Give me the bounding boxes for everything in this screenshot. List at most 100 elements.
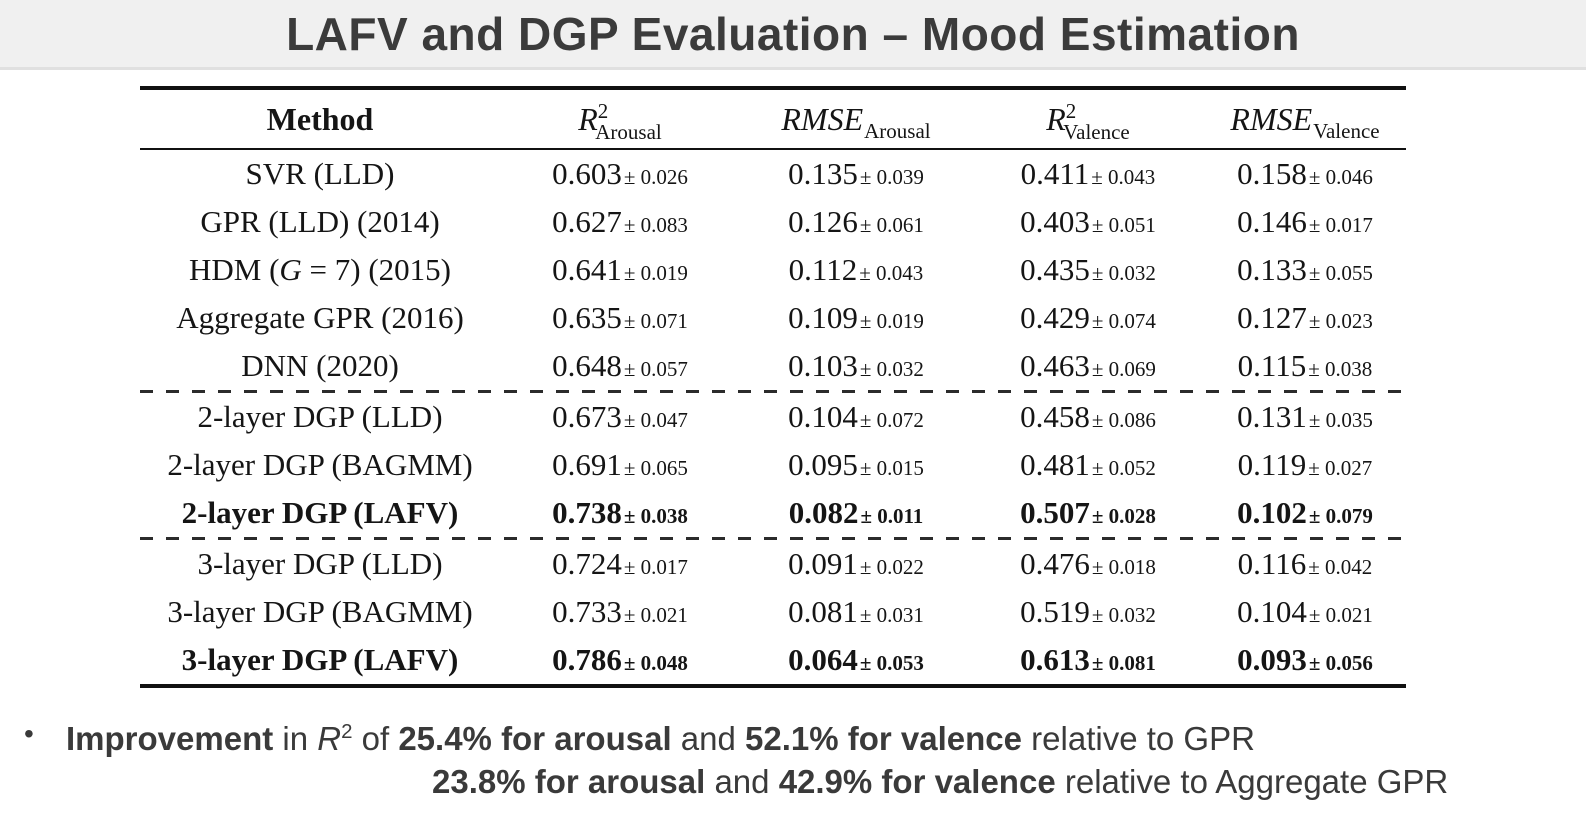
method-cell: 2-layer DGP (BAGMM): [140, 441, 500, 489]
value: 0.109: [788, 300, 858, 335]
plus-minus-std: ± 0.027: [1308, 456, 1373, 480]
subscript: Arousal: [864, 118, 931, 143]
value: 0.691: [552, 447, 622, 482]
value: 0.786: [552, 642, 622, 677]
value-cell: 0.104± 0.072: [740, 393, 972, 441]
note-text: of: [352, 720, 399, 757]
value: 0.082: [788, 495, 859, 530]
plus-minus-std: ± 0.026: [623, 165, 688, 189]
table-row: DNN (2020) 0.648± 0.057 0.103± 0.032 0.463±…: [140, 342, 1406, 390]
dashed-separator: [140, 537, 1406, 540]
value: 0.104: [788, 399, 858, 434]
math-symbol: R: [1046, 100, 1066, 137]
value: 0.733: [552, 594, 622, 629]
table-row: HDM (G = 7) (2015) 0.641± 0.019 0.112± 0.0…: [140, 246, 1406, 294]
value-cell: 0.403± 0.051: [972, 198, 1204, 246]
value: 0.093: [1237, 642, 1307, 677]
value-cell: 0.081± 0.031: [740, 588, 972, 636]
note-line2: 23.8% for arousal and 42.9% for valence …: [432, 762, 1448, 802]
method-text: 2-layer DGP (LAFV): [181, 495, 459, 530]
method-text: SVR (LLD): [245, 156, 395, 191]
superscript: 2: [1065, 98, 1077, 123]
value: 0.435: [1020, 252, 1090, 287]
value: 0.724: [552, 546, 622, 581]
method-cell: GPR (LLD) (2014): [140, 198, 500, 246]
subscript: Arousal: [595, 119, 662, 144]
note-text: R: [317, 720, 342, 757]
column-header-r2-valence: R2Valence: [972, 88, 1204, 150]
value: 0.481: [1020, 447, 1090, 482]
plus-minus-std: ± 0.069: [1091, 357, 1156, 381]
plus-minus-std: ± 0.053: [859, 651, 924, 675]
plus-minus-std: ± 0.072: [859, 408, 924, 432]
value-cell: 0.127± 0.023: [1204, 294, 1406, 342]
value-cell: 0.673± 0.047: [500, 393, 740, 441]
value-cell: 0.613± 0.081: [972, 636, 1204, 686]
value-cell: 0.064± 0.053: [740, 636, 972, 686]
method-cell: 2-layer DGP (LAFV): [140, 489, 500, 537]
method-text: 2-layer DGP (BAGMM): [167, 447, 473, 482]
note-emphasis: 52.1% for valence: [745, 720, 1023, 757]
value: 0.095: [788, 447, 858, 482]
table-header-row: Method R2Arousal RMSEArousal R2Valence RMSEV…: [140, 88, 1406, 150]
value: 0.648: [552, 348, 622, 383]
plus-minus-std: ± 0.086: [1091, 408, 1156, 432]
value-cell: 0.603± 0.026: [500, 149, 740, 198]
method-cell: 2-layer DGP (LLD): [140, 393, 500, 441]
method-cell: DNN (2020): [140, 342, 500, 390]
value-cell: 0.458± 0.086: [972, 393, 1204, 441]
math-symbol: RMSE: [781, 100, 864, 137]
table-row: 2-layer DGP (LLD) 0.673± 0.047 0.104± 0.07…: [140, 393, 1406, 441]
plus-minus-std: ± 0.048: [623, 651, 688, 675]
note-emphasis: 23.8% for arousal: [432, 763, 706, 800]
note-line1: Improvement in R2 of 25.4% for arousal a…: [66, 712, 1255, 759]
value-cell: 0.481± 0.052: [972, 441, 1204, 489]
plus-minus-std: ± 0.051: [1091, 213, 1156, 237]
value-cell: 0.158± 0.046: [1204, 149, 1406, 198]
value: 0.127: [1237, 300, 1307, 335]
value: 0.116: [1237, 546, 1307, 581]
plus-minus-std: ± 0.015: [859, 456, 924, 480]
table-row: 3-layer DGP (BAGMM) 0.733± 0.021 0.081± 0.…: [140, 588, 1406, 636]
column-header-r2-arousal: R2Arousal: [500, 88, 740, 150]
plus-minus-std: ± 0.057: [623, 357, 688, 381]
value: 0.403: [1020, 204, 1090, 239]
value-cell: 0.135± 0.039: [740, 149, 972, 198]
column-header-rmse-valence: RMSEValence: [1204, 88, 1406, 150]
plus-minus-std: ± 0.052: [1091, 456, 1156, 480]
value: 0.119: [1237, 447, 1307, 482]
plus-minus-std: ± 0.046: [1308, 165, 1373, 189]
value-cell: 0.411± 0.043: [972, 149, 1204, 198]
value: 0.476: [1020, 546, 1090, 581]
method-text: DNN (2020): [241, 348, 399, 383]
value-cell: 0.463± 0.069: [972, 342, 1204, 390]
value: 0.613: [1020, 642, 1090, 677]
method-text: HDM (: [188, 252, 280, 287]
plus-minus-std: ± 0.017: [1308, 213, 1373, 237]
value: 0.635: [552, 300, 622, 335]
plus-minus-std: ± 0.017: [623, 555, 688, 579]
value: 0.103: [788, 348, 858, 383]
value-cell: 0.648± 0.057: [500, 342, 740, 390]
method-cell: 3-layer DGP (BAGMM): [140, 588, 500, 636]
plus-minus-std: ± 0.018: [1091, 555, 1156, 579]
value: 0.641: [552, 252, 622, 287]
plus-minus-std: ± 0.028: [1091, 504, 1156, 528]
note-text: and: [705, 763, 779, 800]
plus-minus-std: ± 0.032: [859, 357, 924, 381]
plus-minus-std: ± 0.081: [1091, 651, 1156, 675]
subscript: Valence: [1313, 118, 1380, 143]
table-row: SVR (LLD) 0.603± 0.026 0.135± 0.039 0.411± …: [140, 149, 1406, 198]
table-row: 3-layer DGP (LAFV) 0.786± 0.048 0.064± 0.0…: [140, 636, 1406, 686]
method-text: 3-layer DGP (LAFV): [181, 642, 459, 677]
subscript: Valence: [1063, 119, 1130, 144]
value-cell: 0.519± 0.032: [972, 588, 1204, 636]
value-cell: 0.109± 0.019: [740, 294, 972, 342]
value: 0.064: [788, 642, 858, 677]
plus-minus-std: ± 0.038: [623, 504, 688, 528]
math-symbol: RMSE: [1230, 100, 1313, 137]
value-cell: 0.146± 0.017: [1204, 198, 1406, 246]
value: 0.112: [788, 252, 858, 287]
dashed-separator: [140, 390, 1406, 393]
value: 0.091: [788, 546, 858, 581]
